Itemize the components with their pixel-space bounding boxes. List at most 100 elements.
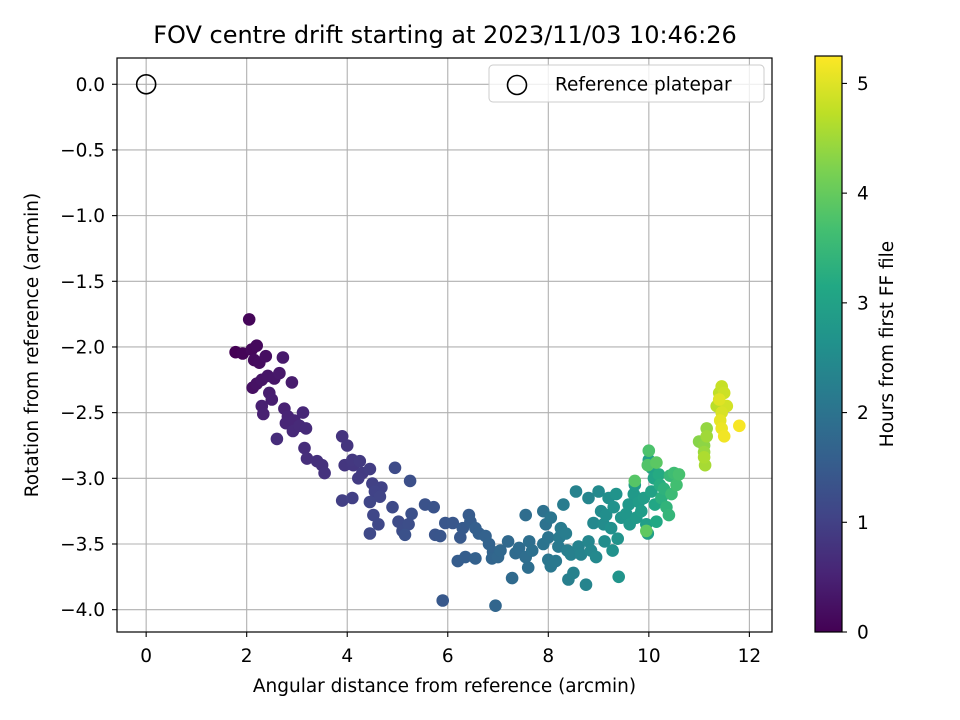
data-point xyxy=(592,485,605,498)
y-tick-label: −4.0 xyxy=(60,600,105,621)
data-point xyxy=(388,461,402,475)
data-point xyxy=(604,521,618,535)
y-tick-label: −2.5 xyxy=(60,403,105,424)
x-tick-label: 4 xyxy=(341,646,353,667)
data-point xyxy=(712,393,726,406)
data-point xyxy=(265,393,279,406)
data-point xyxy=(642,444,656,458)
plot-area: 0 2 4 6 8 10 12 0.0 −0.5 −1.0 −1.5 −2.0 −2.5 −3.0 −3.… xyxy=(60,57,773,667)
data-point xyxy=(521,561,535,574)
data-point xyxy=(363,462,377,476)
y-axis-label: Rotation from reference (arcmin) xyxy=(22,193,43,497)
data-point xyxy=(665,487,678,501)
y-axis-ticks: 0.0 −0.5 −1.0 −1.5 −2.0 −2.5 −3.0 −3.5 −4.0 xyxy=(60,75,117,621)
data-point xyxy=(635,504,648,518)
colorbar-ticks: 0 1 2 3 4 5 xyxy=(842,74,869,644)
data-point xyxy=(270,432,284,446)
colorbar-tick-label: 1 xyxy=(857,513,869,534)
legend: Reference platepar xyxy=(488,64,765,103)
data-point xyxy=(645,485,658,498)
data-point xyxy=(587,516,600,530)
data-point xyxy=(612,570,625,584)
x-tick-label: 2 xyxy=(241,646,253,667)
data-point xyxy=(459,550,472,564)
data-point xyxy=(589,550,603,564)
y-tick-label: 0.0 xyxy=(76,75,105,96)
y-tick-label: −1.0 xyxy=(60,206,105,227)
data-point xyxy=(489,599,502,612)
data-point xyxy=(242,313,256,326)
colorbar-tick-label: 0 xyxy=(857,623,869,644)
data-point xyxy=(652,468,666,481)
data-point xyxy=(296,406,310,419)
data-point xyxy=(501,535,515,548)
legend-box xyxy=(488,64,765,103)
y-tick-label: −2.0 xyxy=(60,337,105,358)
data-points xyxy=(229,313,746,612)
data-point xyxy=(599,508,613,522)
data-point xyxy=(299,422,313,435)
data-point xyxy=(373,490,387,504)
data-point xyxy=(622,498,635,511)
data-point xyxy=(717,430,731,443)
data-point xyxy=(335,494,349,507)
data-point xyxy=(557,498,570,511)
data-point xyxy=(569,485,583,498)
data-point xyxy=(427,500,441,514)
data-point xyxy=(512,541,526,555)
y-tick-label: −3.5 xyxy=(60,534,105,555)
data-point xyxy=(250,339,263,353)
data-point xyxy=(670,478,683,492)
data-point xyxy=(640,524,653,538)
data-point xyxy=(559,527,573,540)
data-point xyxy=(403,474,417,488)
colorbar-label: Hours from first FF file xyxy=(877,241,898,447)
data-point xyxy=(363,527,377,540)
plot-background xyxy=(117,58,772,632)
reference-platepar-marker xyxy=(135,73,157,95)
x-tick-label: 6 xyxy=(442,646,454,667)
data-point xyxy=(405,507,418,521)
data-point xyxy=(259,349,273,363)
x-tick-label: 12 xyxy=(738,646,762,667)
data-point xyxy=(607,500,620,514)
colorbar-tick-label: 4 xyxy=(857,184,869,205)
data-point xyxy=(300,452,314,465)
data-point xyxy=(505,571,519,585)
plot-frame xyxy=(116,57,773,633)
data-point xyxy=(697,451,711,464)
x-tick-label: 8 xyxy=(542,646,554,667)
data-point xyxy=(367,508,380,522)
colorbar: 0 1 2 3 4 5 Hours from first FF file xyxy=(814,55,898,644)
data-point xyxy=(436,594,450,607)
data-point xyxy=(276,351,290,364)
data-point xyxy=(650,456,663,469)
data-point xyxy=(519,508,532,522)
data-point xyxy=(469,552,482,565)
x-axis-ticks: 0 2 4 6 8 10 12 xyxy=(140,632,761,667)
chart-title: FOV centre drift starting at 2023/11/03 … xyxy=(153,21,737,49)
data-point xyxy=(628,474,642,488)
colorbar-tick-label: 2 xyxy=(857,403,869,424)
data-point xyxy=(549,554,563,568)
data-point xyxy=(542,531,555,544)
data-point xyxy=(335,430,349,443)
data-point xyxy=(733,419,746,433)
legend-entry: Reference platepar xyxy=(555,75,732,96)
data-point xyxy=(579,578,593,591)
data-point xyxy=(402,518,415,531)
colorbar-tick-label: 5 xyxy=(857,74,869,95)
data-point xyxy=(564,548,578,561)
data-point xyxy=(273,366,286,380)
data-point xyxy=(606,544,619,557)
data-point xyxy=(525,544,539,557)
data-point xyxy=(257,407,270,421)
y-tick-label: −1.5 xyxy=(60,272,105,293)
data-point xyxy=(494,544,507,557)
data-point xyxy=(574,548,588,561)
legend-marker xyxy=(506,74,528,96)
data-point xyxy=(318,466,331,480)
data-point xyxy=(611,532,624,545)
data-point xyxy=(672,468,686,481)
